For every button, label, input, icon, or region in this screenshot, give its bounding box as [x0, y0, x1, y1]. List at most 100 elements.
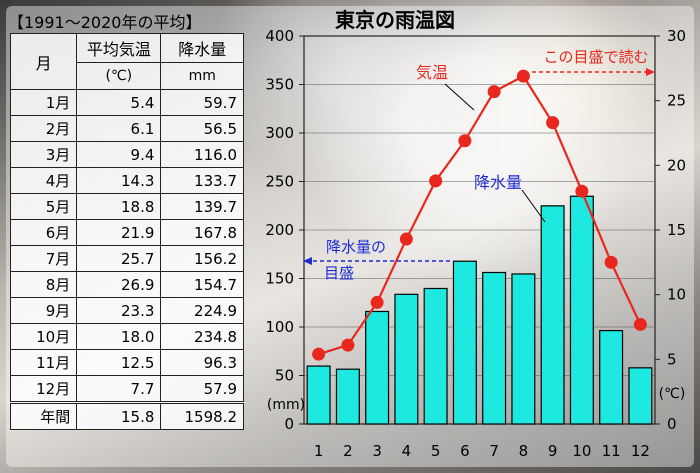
chart-title: 東京の雨温図	[335, 8, 455, 32]
climate-table: 月 平均気温 降水量 (℃) mm 1月 5.4 59.7 2月 6.1 56.5 3月…	[9, 33, 244, 430]
temp-point-4	[399, 232, 413, 246]
header-prec: 降水量	[160, 33, 244, 63]
right-tick-label: 20	[667, 156, 686, 174]
temp-point-6	[458, 134, 472, 148]
bar-month-4	[394, 293, 419, 425]
table-row: 1月 5.4 59.7	[9, 89, 244, 116]
left-tick-label: 150	[265, 270, 294, 288]
temp-point-3	[370, 295, 384, 309]
cell-month: 7月	[9, 245, 78, 272]
header-prec-unit: mm	[160, 62, 244, 90]
x-tick-label: 8	[519, 442, 529, 460]
bar-month-6	[452, 260, 477, 425]
temp-point-8	[516, 69, 530, 83]
cell-month-total: 年間	[9, 401, 78, 430]
x-tick-label: 6	[460, 442, 470, 460]
cell-temp: 21.9	[76, 219, 162, 246]
series-label-temp: 気温	[416, 63, 448, 82]
left-axis-ticks: 0 50 100 150 200 250 300 350 400	[265, 27, 304, 433]
right-axis-note: この目盛で読む	[543, 48, 648, 66]
left-tick-label: 250	[265, 173, 294, 191]
temp-label-leader	[444, 83, 475, 111]
table-row: 11月 12.5 96.3	[9, 349, 244, 376]
cell-month: 11月	[9, 349, 78, 376]
series-label-precip: 降水量	[474, 173, 522, 192]
bar-month-8	[511, 273, 536, 425]
temp-point-5	[429, 174, 443, 188]
bar-month-10	[569, 195, 594, 425]
cell-prec: 116.0	[160, 141, 244, 168]
left-tick-label: 350	[265, 76, 294, 94]
temp-point-11	[604, 255, 618, 269]
bar-month-2	[335, 368, 360, 425]
cell-prec: 154.7	[160, 271, 244, 298]
x-tick-label: 10	[572, 442, 591, 460]
temp-point-10	[575, 184, 589, 198]
cell-month: 12月	[9, 375, 78, 403]
cell-month: 1月	[9, 89, 78, 116]
table-row: 8月 26.9 154.7	[9, 271, 244, 298]
bar-month-3	[365, 310, 390, 425]
left-axis-note-2: 目盛	[324, 264, 354, 282]
left-tick-label: 300	[265, 124, 294, 142]
x-axis-ticks: 1 2 3 4 5 6 7 8 9 10 11 12	[314, 442, 650, 460]
left-tick-label: 100	[265, 318, 294, 336]
left-axis-note-1: 降水量の	[326, 238, 386, 256]
x-tick-label: 4	[402, 442, 412, 460]
table-row: 12月 7.7 57.9	[9, 375, 244, 403]
right-axis-unit: (℃)	[659, 386, 686, 402]
x-tick-label: 1	[314, 442, 324, 460]
left-arrow-head	[303, 257, 312, 265]
cell-prec: 57.9	[160, 375, 244, 403]
temp-point-12	[633, 317, 647, 331]
bar-month-9	[540, 205, 565, 425]
bar-month-7	[482, 271, 507, 425]
right-arrow-head	[646, 68, 655, 76]
cell-month: 3月	[9, 141, 78, 168]
precip-bars	[306, 195, 653, 425]
precip-label-leader	[521, 189, 546, 223]
left-tick-label: 0	[284, 415, 294, 433]
left-tick-label: 50	[275, 367, 294, 385]
cell-prec-total: 1598.2	[160, 401, 244, 430]
x-tick-label: 9	[548, 442, 558, 460]
bar-month-11	[599, 329, 624, 425]
cell-temp: 14.3	[76, 167, 162, 194]
cell-temp: 7.7	[76, 375, 162, 403]
table-row: 4月 14.3 133.7	[9, 167, 244, 194]
cell-prec: 56.5	[160, 115, 244, 142]
left-tick-label: 200	[265, 221, 294, 239]
x-tick-label: 11	[602, 442, 621, 460]
x-tick-label: 2	[343, 442, 353, 460]
table-row: 10月 18.0 234.8	[9, 323, 244, 350]
table-row: 2月 6.1 56.5	[9, 115, 244, 142]
cell-prec: 139.7	[160, 193, 244, 220]
temp-line	[312, 69, 647, 361]
bar-month-12	[628, 367, 653, 425]
bar-month-5	[423, 287, 448, 425]
left-axis-unit: (mm)	[267, 397, 305, 413]
cell-month: 10月	[9, 323, 78, 350]
cell-temp: 25.7	[76, 245, 162, 272]
cell-prec: 133.7	[160, 167, 244, 194]
x-tick-label: 7	[489, 442, 499, 460]
cell-month: 8月	[9, 271, 78, 298]
cell-temp: 12.5	[76, 349, 162, 376]
gridlines	[304, 84, 655, 376]
right-tick-label: 30	[667, 27, 686, 45]
temp-point-2	[341, 338, 355, 352]
right-tick-label: 25	[667, 92, 686, 110]
header-month: 月	[9, 33, 78, 90]
right-axis-ticks: 0 5 10 15 20 25 30	[655, 27, 686, 433]
x-tick-label: 5	[431, 442, 441, 460]
cell-temp: 26.9	[76, 271, 162, 298]
temp-point-9	[546, 116, 560, 130]
cell-prec: 96.3	[160, 349, 244, 376]
x-tick-label: 3	[372, 442, 382, 460]
table-total-row: 年間 15.8 1598.2	[9, 401, 244, 430]
cell-temp: 18.0	[76, 323, 162, 350]
left-tick-label: 400	[265, 27, 294, 45]
table-title: 【1991～2020年の平均】	[8, 13, 202, 32]
